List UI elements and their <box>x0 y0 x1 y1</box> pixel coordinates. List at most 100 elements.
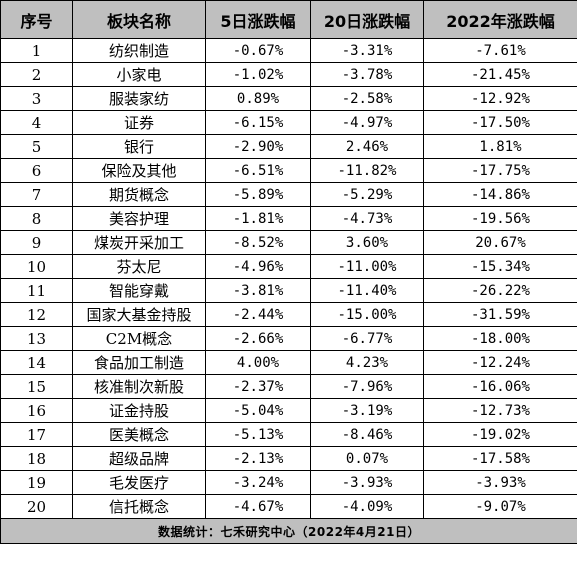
cell-rank: 15 <box>0 374 73 399</box>
cell-2022-change: -16.06% <box>423 374 577 399</box>
cell-2022-change: -17.58% <box>423 446 577 471</box>
cell-2022-change: -18.00% <box>423 326 577 351</box>
cell-2022-change: -12.73% <box>423 398 577 423</box>
cell-rank: 16 <box>0 398 73 423</box>
cell-sector-name: 服装家纺 <box>72 86 206 111</box>
cell-5day-change: -2.13% <box>205 446 311 471</box>
cell-5day-change: -1.81% <box>205 206 311 231</box>
cell-rank: 12 <box>0 302 73 327</box>
cell-rank: 1 <box>0 38 73 63</box>
cell-5day-change: -8.52% <box>205 230 311 255</box>
header-rank: 序号 <box>0 0 73 39</box>
cell-2022-change: -7.61% <box>423 38 577 63</box>
cell-sector-name: 保险及其他 <box>72 158 206 183</box>
cell-5day-change: -3.24% <box>205 470 311 495</box>
cell-rank: 7 <box>0 182 73 207</box>
cell-rank: 19 <box>0 470 73 495</box>
cell-5day-change: -1.02% <box>205 62 311 87</box>
table-row: 12 国家大基金持股 -2.44% -15.00% -31.59% <box>0 302 577 327</box>
table-row: 3 服装家纺 0.89% -2.58% -12.92% <box>0 86 577 111</box>
cell-2022-change: 20.67% <box>423 230 577 255</box>
cell-20day-change: -3.31% <box>310 38 424 63</box>
cell-2022-change: -26.22% <box>423 278 577 303</box>
cell-rank: 6 <box>0 158 73 183</box>
header-row: 序号 板块名称 5日涨跌幅 20日涨跌幅 2022年涨跌幅 <box>0 0 577 39</box>
cell-5day-change: -2.37% <box>205 374 311 399</box>
cell-sector-name: 食品加工制造 <box>72 350 206 375</box>
cell-2022-change: -9.07% <box>423 494 577 519</box>
cell-sector-name: 芬太尼 <box>72 254 206 279</box>
cell-rank: 5 <box>0 134 73 159</box>
cell-5day-change: -4.67% <box>205 494 311 519</box>
table-row: 10 芬太尼 -4.96% -11.00% -15.34% <box>0 254 577 279</box>
cell-sector-name: C2M概念 <box>72 326 206 351</box>
table-row: 2 小家电 -1.02% -3.78% -21.45% <box>0 62 577 87</box>
cell-sector-name: 美容护理 <box>72 206 206 231</box>
table-row: 13 C2M概念 -2.66% -6.77% -18.00% <box>0 326 577 351</box>
cell-rank: 10 <box>0 254 73 279</box>
cell-5day-change: -5.89% <box>205 182 311 207</box>
cell-2022-change: 1.81% <box>423 134 577 159</box>
cell-sector-name: 毛发医疗 <box>72 470 206 495</box>
header-sector-name: 板块名称 <box>72 0 206 39</box>
table-row: 20 信托概念 -4.67% -4.09% -9.07% <box>0 494 577 519</box>
sector-table: 序号 板块名称 5日涨跌幅 20日涨跌幅 2022年涨跌幅 1 纺织制造 -0.67… <box>0 0 577 544</box>
cell-5day-change: -2.66% <box>205 326 311 351</box>
cell-20day-change: -3.93% <box>310 470 424 495</box>
cell-20day-change: -15.00% <box>310 302 424 327</box>
table-row: 14 食品加工制造 4.00% 4.23% -12.24% <box>0 350 577 375</box>
cell-sector-name: 医美概念 <box>72 422 206 447</box>
cell-20day-change: -3.78% <box>310 62 424 87</box>
cell-2022-change: -15.34% <box>423 254 577 279</box>
cell-2022-change: -12.24% <box>423 350 577 375</box>
cell-sector-name: 小家电 <box>72 62 206 87</box>
table-row: 7 期货概念 -5.89% -5.29% -14.86% <box>0 182 577 207</box>
cell-20day-change: -8.46% <box>310 422 424 447</box>
cell-5day-change: -5.13% <box>205 422 311 447</box>
table-row: 11 智能穿戴 -3.81% -11.40% -26.22% <box>0 278 577 303</box>
cell-5day-change: -2.44% <box>205 302 311 327</box>
table-row: 5 银行 -2.90% 2.46% 1.81% <box>0 134 577 159</box>
cell-2022-change: -14.86% <box>423 182 577 207</box>
table-row: 15 核准制次新股 -2.37% -7.96% -16.06% <box>0 374 577 399</box>
header-20day-change: 20日涨跌幅 <box>310 0 424 39</box>
cell-5day-change: 0.89% <box>205 86 311 111</box>
cell-rank: 11 <box>0 278 73 303</box>
cell-5day-change: -6.15% <box>205 110 311 135</box>
cell-rank: 8 <box>0 206 73 231</box>
cell-20day-change: -11.00% <box>310 254 424 279</box>
header-5day-change: 5日涨跌幅 <box>205 0 311 39</box>
source-note: 数据统计：七禾研究中心（2022年4月21日） <box>0 518 577 544</box>
cell-sector-name: 核准制次新股 <box>72 374 206 399</box>
header-2022-change: 2022年涨跌幅 <box>423 0 577 39</box>
cell-5day-change: -3.81% <box>205 278 311 303</box>
cell-rank: 17 <box>0 422 73 447</box>
cell-sector-name: 证金持股 <box>72 398 206 423</box>
table-row: 18 超级品牌 -2.13% 0.07% -17.58% <box>0 446 577 471</box>
table-row: 16 证金持股 -5.04% -3.19% -12.73% <box>0 398 577 423</box>
cell-rank: 4 <box>0 110 73 135</box>
cell-5day-change: -4.96% <box>205 254 311 279</box>
cell-sector-name: 纺织制造 <box>72 38 206 63</box>
cell-20day-change: -2.58% <box>310 86 424 111</box>
table-row: 4 证券 -6.15% -4.97% -17.50% <box>0 110 577 135</box>
cell-rank: 13 <box>0 326 73 351</box>
table-row: 17 医美概念 -5.13% -8.46% -19.02% <box>0 422 577 447</box>
cell-rank: 2 <box>0 62 73 87</box>
cell-sector-name: 煤炭开采加工 <box>72 230 206 255</box>
cell-20day-change: 3.60% <box>310 230 424 255</box>
cell-rank: 9 <box>0 230 73 255</box>
cell-2022-change: -31.59% <box>423 302 577 327</box>
cell-20day-change: 4.23% <box>310 350 424 375</box>
cell-20day-change: -7.96% <box>310 374 424 399</box>
cell-5day-change: -0.67% <box>205 38 311 63</box>
cell-20day-change: 2.46% <box>310 134 424 159</box>
cell-sector-name: 银行 <box>72 134 206 159</box>
table-row: 6 保险及其他 -6.51% -11.82% -17.75% <box>0 158 577 183</box>
table-body: 1 纺织制造 -0.67% -3.31% -7.61% 2 小家电 -1.02% -3.78% -… <box>0 38 577 519</box>
cell-2022-change: -19.56% <box>423 206 577 231</box>
cell-rank: 20 <box>0 494 73 519</box>
cell-5day-change: -2.90% <box>205 134 311 159</box>
cell-sector-name: 期货概念 <box>72 182 206 207</box>
